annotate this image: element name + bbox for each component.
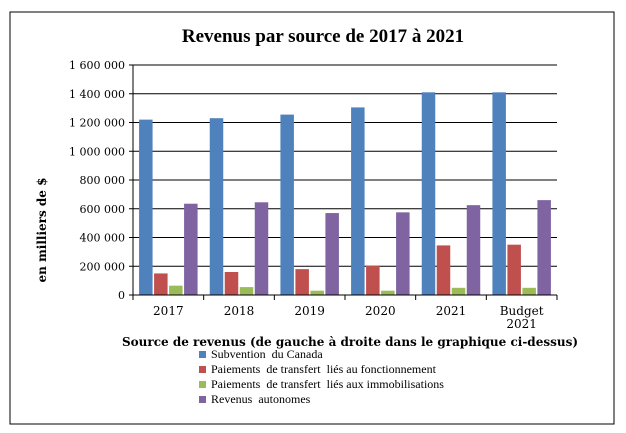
axes — [129, 64, 558, 300]
x-axis-label: Source de revenus (de gauche à droite da… — [122, 335, 578, 349]
legend-label: Revenus autonomes — [211, 392, 311, 406]
bar-1-2020 — [351, 107, 365, 295]
bar-3-2021 — [451, 287, 466, 295]
bar-4-2019 — [325, 213, 339, 295]
chart-border — [9, 11, 615, 425]
bar-1-2019 — [280, 114, 294, 295]
legend-swatch — [199, 381, 206, 388]
y-tick-label: 0 — [118, 289, 125, 302]
bar-3-budget-2021 — [522, 287, 536, 295]
bar-4-2021 — [466, 205, 481, 295]
y-tick-label: 1 200 000 — [69, 117, 125, 130]
bar-3-2019 — [310, 290, 324, 295]
bar-4-2017 — [184, 203, 198, 295]
x-tick-label: 2018 — [224, 304, 255, 318]
x-tick-label: 2017 — [153, 304, 184, 318]
chart-title: Revenus par source de 2017 à 2021 — [182, 26, 464, 47]
bar-4-2020 — [396, 212, 410, 295]
x-tick-label: 2019 — [294, 304, 325, 318]
y-tick-label: 600 000 — [80, 203, 126, 216]
y-tick-label: 800 000 — [80, 174, 126, 187]
x-tick-label: 2021 — [436, 304, 467, 318]
y-tick-label: 200 000 — [80, 260, 126, 273]
x-tick-label: 2020 — [365, 304, 396, 318]
bar-3-2020 — [381, 290, 395, 295]
bar-2-budget-2021 — [507, 244, 521, 295]
bar-1-2018 — [209, 118, 224, 295]
legend-label: Paiements de transfert liés au fonctionn… — [211, 362, 437, 376]
bar-3-2017 — [169, 285, 183, 295]
x-tick-label: Budget 2021 — [500, 304, 544, 331]
y-tick-label: 1 600 000 — [69, 59, 125, 72]
bar-4-budget-2021 — [537, 200, 551, 295]
bar-2-2019 — [295, 269, 309, 295]
bar-1-budget-2021 — [492, 92, 506, 295]
bar-4-2018 — [254, 202, 269, 295]
bar-2-2018 — [224, 272, 239, 295]
bar-1-2017 — [139, 119, 153, 295]
legend-swatch — [199, 366, 206, 373]
legend-label: Paiements de transfert liés aux immobili… — [211, 377, 444, 391]
y-axis-label: en milliers de $ — [35, 178, 49, 283]
legend-swatch — [199, 396, 206, 403]
x-tick-labels: 2017 2018 2019 2020 2021 Budget 2021 — [153, 304, 544, 331]
bar-2-2020 — [366, 265, 380, 295]
bars — [139, 92, 551, 295]
y-tick-label: 400 000 — [80, 232, 126, 245]
legend-swatch — [199, 351, 206, 358]
bar-1-2021 — [421, 92, 436, 295]
y-tick-labels: 0 200 000 400 000 600 000 800 000 1 000 000 1 … — [69, 59, 125, 302]
bar-2-2021 — [436, 245, 451, 295]
bar-3-2018 — [239, 287, 254, 295]
bar-2-2017 — [154, 273, 168, 295]
y-tick-label: 1 400 000 — [69, 88, 125, 101]
legend-label: Subvention du Canada — [211, 347, 323, 361]
y-tick-label: 1 000 000 — [69, 145, 125, 158]
gridlines — [133, 64, 557, 267]
